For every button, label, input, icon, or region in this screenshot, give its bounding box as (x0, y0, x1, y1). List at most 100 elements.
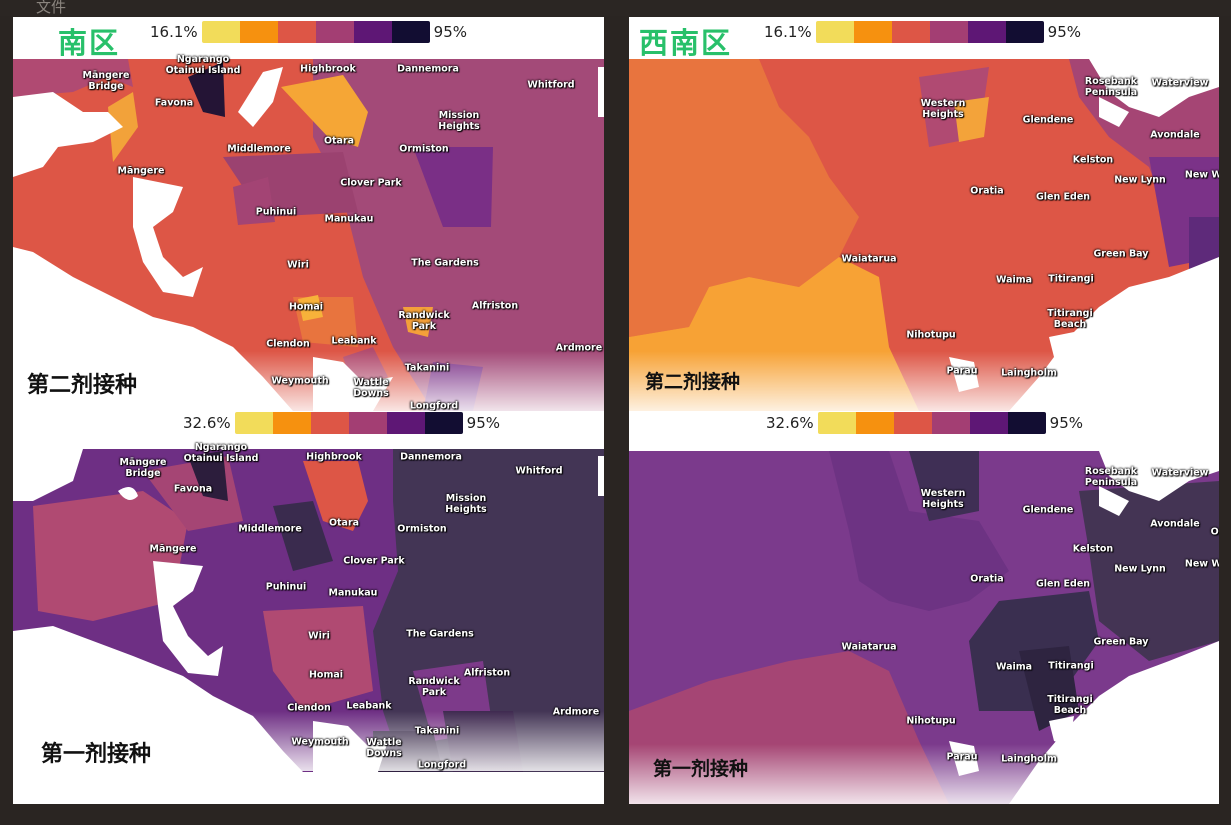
place-label: Waiatarua (841, 253, 897, 265)
place-label: Waiatarua (841, 641, 897, 653)
place-label: Green Bay (1093, 636, 1149, 648)
place-label: New Wi (1184, 558, 1219, 570)
legend-swatch (353, 21, 392, 43)
place-label: Ardmore (555, 342, 603, 354)
place-label: Parau (946, 365, 978, 377)
region-title-southwest: 西南区 (639, 26, 733, 60)
legend-min-label: 16.1% (150, 23, 198, 41)
place-label: Homai (308, 669, 344, 681)
south-dose1-legend: 32.6% 95% (183, 412, 500, 434)
legend-swatch (315, 21, 354, 43)
dose-label-second: 第二剂接种 (27, 373, 138, 398)
place-label: Kelston (1072, 543, 1114, 555)
legend-swatch (893, 412, 932, 434)
place-label: Wattle Downs (353, 377, 389, 399)
place-label: Ormiston (397, 523, 447, 535)
place-label: Clendon (287, 702, 331, 714)
place-label: Rosebank Peninsula (1084, 76, 1138, 98)
place-label: Puhinui (255, 206, 297, 218)
south-dose1-panel: 32.6% 95% 第一剂接种 Māngere Bridge Ngarango O… (13, 411, 604, 804)
south-dose2-panel: 16.1% 95% 南区 第二剂接种 Māngere Bridge Ngarang… (13, 17, 604, 411)
place-label: Laingholm (1001, 753, 1057, 765)
place-label: Wiri (287, 259, 309, 271)
place-label: Kelston (1072, 154, 1114, 166)
legend-color-scale (201, 21, 430, 43)
place-label: Glendene (1022, 504, 1074, 516)
place-label: Longford (417, 759, 467, 771)
place-label: Randwick Park (408, 676, 460, 698)
legend-swatch (1007, 412, 1046, 434)
place-label: Otara (328, 517, 360, 529)
place-label: Favona (173, 483, 213, 495)
place-label: Highbrook (300, 63, 356, 75)
place-label: Ngarango Otainui Island (183, 442, 259, 464)
place-label: New Lynn (1114, 174, 1166, 186)
south-dose2-legend: 16.1% 95% (150, 21, 467, 43)
legend-swatch (891, 21, 930, 43)
map-fade (13, 351, 604, 411)
place-label: Nihotupu (906, 715, 956, 727)
place-label: Manukau (324, 213, 374, 225)
region-title-south: 南区 (58, 26, 121, 60)
place-label: Waima (995, 661, 1033, 673)
legend-swatch (967, 21, 1006, 43)
legend-swatch (239, 21, 278, 43)
place-label: Glen Eden (1035, 578, 1091, 590)
legend-max-label: 95% (433, 23, 467, 41)
place-label: The Gardens (406, 628, 474, 640)
legend-swatch (931, 412, 970, 434)
place-label: Mission Heights (445, 493, 487, 515)
legend-swatch (853, 21, 892, 43)
dose-label-second: 第二剂接种 (645, 371, 741, 393)
place-label: Titirangi Beach (1047, 694, 1093, 716)
legend-min-label: 32.6% (183, 414, 231, 432)
place-label: Leabank (331, 335, 377, 347)
place-label: Mission Heights (438, 110, 480, 132)
legend-swatch (815, 21, 854, 43)
place-label: Whitford (515, 465, 563, 477)
legend-swatch (969, 412, 1008, 434)
place-label: Middlemore (238, 523, 302, 535)
southwest-dose2-legend: 16.1% 95% (764, 21, 1081, 43)
place-label: Titirangi Beach (1047, 308, 1093, 330)
place-label: Nihotupu (906, 329, 956, 341)
place-label: Takanini (404, 362, 450, 374)
legend-color-scale (815, 21, 1044, 43)
legend-swatch (855, 412, 894, 434)
place-label: Clover Park (343, 555, 405, 567)
legend-swatch (348, 412, 387, 434)
legend-min-label: 16.1% (764, 23, 812, 41)
place-label: Dannemora (400, 451, 462, 463)
place-label: Glendene (1022, 114, 1074, 126)
place-label: Waterview (1151, 467, 1209, 479)
background-window-strip: 文件 (0, 0, 1231, 16)
place-label: Parau (946, 751, 978, 763)
place-label: Leabank (346, 700, 392, 712)
place-label: New Wi (1184, 169, 1219, 181)
place-label: New Lynn (1114, 563, 1166, 575)
place-label: Waterview (1151, 77, 1209, 89)
place-label: Green Bay (1093, 248, 1149, 260)
legend-swatch (277, 21, 316, 43)
southwest-dose1-panel: 32.6% 95% 第一剂接种 Rosebank Peninsula Waterv… (629, 411, 1219, 804)
place-label: Ow (1210, 526, 1219, 538)
place-label: Glen Eden (1035, 191, 1091, 203)
place-label: Ngarango Otainui Island (165, 54, 241, 76)
place-label: Weymouth (271, 375, 329, 387)
legend-max-label: 95% (466, 414, 500, 432)
legend-swatch (272, 412, 311, 434)
dose-label-first: 第一剂接种 (653, 758, 749, 780)
place-label: Alfriston (463, 667, 511, 679)
place-label: Waima (995, 274, 1033, 286)
place-label: Wattle Downs (366, 737, 402, 759)
legend-min-label: 32.6% (766, 414, 814, 432)
legend-color-scale (817, 412, 1046, 434)
map-fade (13, 711, 604, 771)
legend-max-label: 95% (1047, 23, 1081, 41)
southwest-dose2-panel: 16.1% 95% 西南区 第二剂接种 Rosebank Peninsula Wa… (629, 17, 1219, 411)
place-label: Favona (154, 97, 194, 109)
place-label: Māngere (117, 165, 165, 177)
legend-swatch (201, 21, 240, 43)
place-label: Puhinui (265, 581, 307, 593)
place-label: Randwick Park (398, 310, 450, 332)
